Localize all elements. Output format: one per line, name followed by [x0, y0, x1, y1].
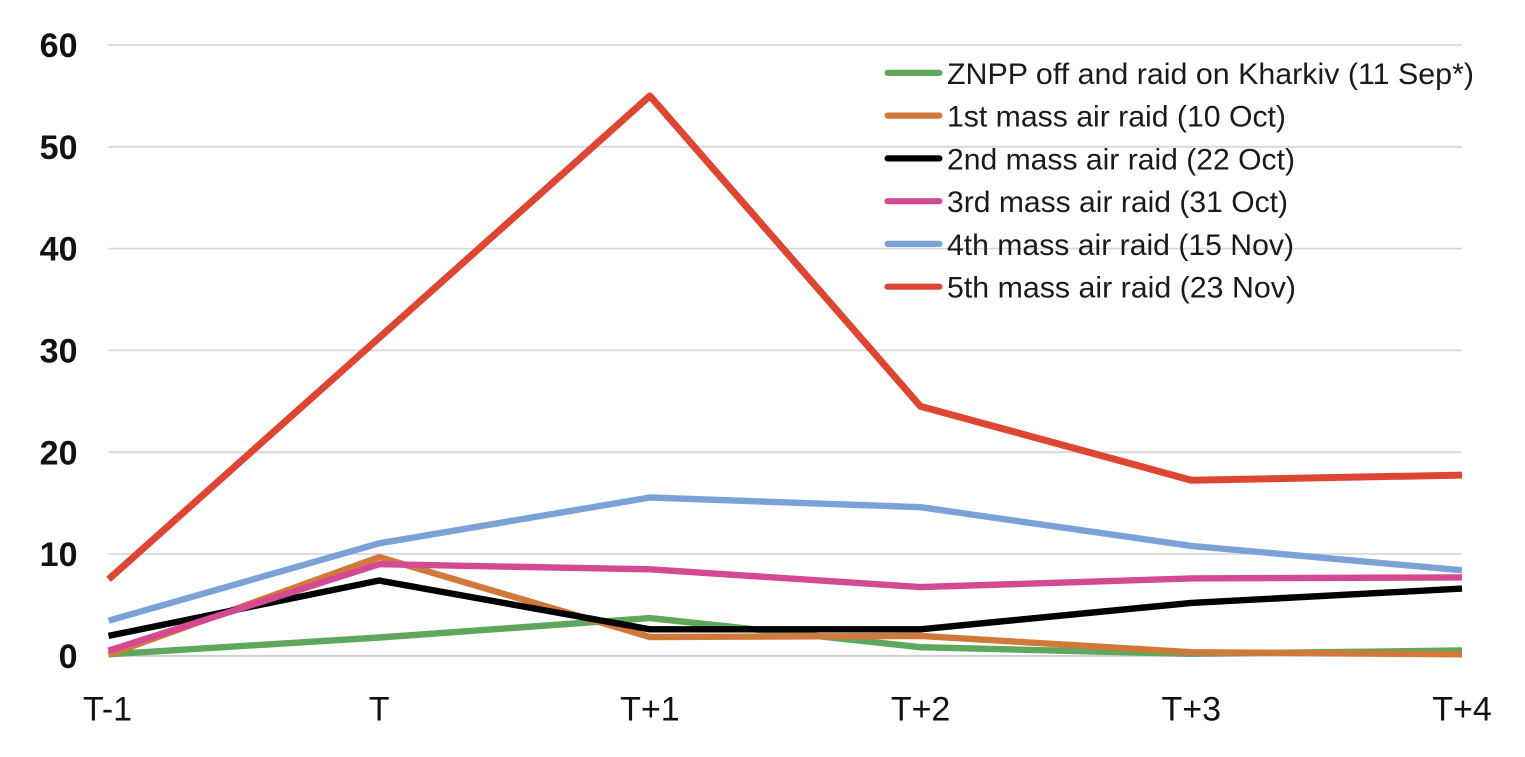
svg-text:0: 0 [59, 638, 78, 676]
svg-text:4th mass air raid (15 Nov): 4th mass air raid (15 Nov) [947, 229, 1294, 262]
svg-text:30: 30 [40, 333, 78, 371]
svg-text:2nd mass air raid (22 Oct): 2nd mass air raid (22 Oct) [947, 143, 1295, 176]
svg-text:40: 40 [40, 231, 78, 269]
svg-text:10: 10 [40, 536, 78, 574]
svg-text:60: 60 [40, 27, 78, 65]
svg-text:T+1: T+1 [620, 691, 680, 729]
svg-text:T-1: T-1 [83, 691, 132, 729]
svg-text:50: 50 [40, 129, 78, 167]
svg-text:3rd mass air raid (31 Oct): 3rd mass air raid (31 Oct) [947, 186, 1288, 219]
svg-text:5th mass air raid (23 Nov): 5th mass air raid (23 Nov) [947, 272, 1296, 305]
svg-text:1st mass air raid (10 Oct): 1st mass air raid (10 Oct) [947, 101, 1286, 134]
svg-text:T+2: T+2 [891, 691, 951, 729]
svg-text:20: 20 [40, 434, 78, 472]
svg-text:T+3: T+3 [1162, 691, 1222, 729]
svg-text:ZNPP off and raid on Kharkiv (: ZNPP off and raid on Kharkiv (11 Sep*) [947, 58, 1474, 91]
svg-text:T+4: T+4 [1432, 691, 1492, 729]
svg-text:T: T [369, 691, 390, 729]
